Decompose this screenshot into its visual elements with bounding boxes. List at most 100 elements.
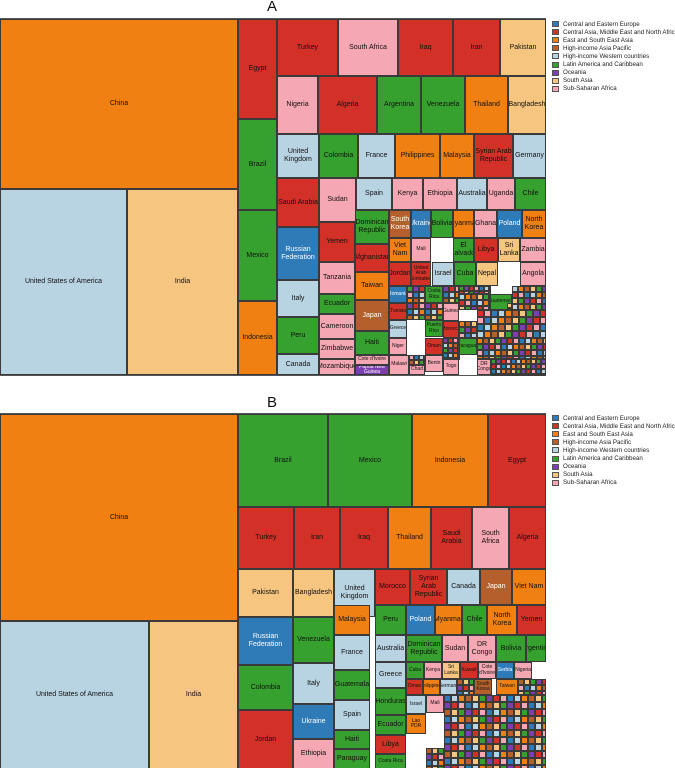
small-country-tile (531, 369, 536, 374)
small-country-tile (535, 723, 542, 730)
small-country-tile (514, 744, 521, 751)
small-country-tile (526, 317, 533, 324)
small-country-tile (524, 685, 530, 691)
small-country-tile (489, 291, 491, 294)
legend-item: East and South East Asia (552, 36, 675, 44)
tile-serbia: Serbia (496, 662, 514, 679)
tile-dominican-republic: Dominican Republic (355, 210, 389, 244)
tile-paraguay: Paraguay (459, 338, 477, 355)
tile-germany: Germany (513, 134, 546, 178)
small-country-tile (500, 695, 507, 702)
small-country-tile (451, 723, 458, 730)
small-country-tile (459, 327, 465, 333)
small-country-tile (540, 324, 546, 331)
tile-france: France (334, 635, 370, 670)
small-country-tile (521, 730, 528, 737)
tile-bolivia: Bolivia (431, 210, 453, 238)
small-country-tile (528, 716, 535, 723)
tile-algeria: Algeria (509, 507, 546, 569)
legend-item: Latin America and Caribbean (552, 60, 675, 68)
tile-china: China (0, 19, 238, 189)
small-country-tile (536, 369, 541, 374)
small-country-tile (471, 321, 477, 327)
small-country-tile (458, 358, 460, 360)
small-country-tile (530, 286, 536, 292)
small-country-tile (465, 294, 471, 300)
tile-ecuador: Ecuador (319, 294, 355, 314)
small-country-tile (493, 716, 500, 723)
small-country-tile (542, 292, 546, 298)
small-country-tile (477, 294, 483, 300)
tile-spain: Spain (334, 700, 370, 730)
small-country-tile (498, 331, 505, 338)
small-country-tile (465, 695, 472, 702)
small-country-tile (448, 353, 453, 358)
small-country-tile (413, 309, 419, 315)
small-country-tile (477, 300, 483, 306)
small-country-tile (472, 716, 479, 723)
small-country-tile (521, 709, 528, 716)
tile-costa-rica: Costa Rica (425, 286, 443, 303)
small-country-tile (413, 315, 419, 320)
small-country-tile (457, 679, 463, 685)
small-country-tile (444, 758, 451, 765)
small-country-tile (444, 723, 451, 730)
small-country-tile (521, 765, 528, 768)
small-country-tile (518, 679, 524, 685)
small-country-tile (507, 737, 514, 744)
tile-costa-rica: Costa Rica (375, 754, 406, 768)
small-country-tile (458, 758, 465, 765)
small-country-tile (493, 730, 500, 737)
small-country-tile (413, 298, 419, 303)
small-country-tile (459, 300, 465, 306)
small-country-tile (507, 751, 514, 758)
small-country-tile (469, 286, 474, 291)
small-country-tile (458, 744, 465, 751)
tile-thailand: Thailand (465, 76, 508, 134)
small-country-tile (528, 737, 535, 744)
small-country-tile (531, 338, 537, 344)
small-country-tile (425, 309, 431, 315)
small-country-tile (479, 716, 486, 723)
small-country-tile (458, 695, 465, 702)
small-country-tile (431, 303, 437, 309)
small-country-tile (458, 751, 465, 758)
small-country-tile (451, 744, 458, 751)
tile-malaysia: Malaysia (440, 134, 474, 178)
small-country-tile (477, 356, 483, 359)
small-country-tile (459, 294, 465, 300)
tile-venezuela: Venezuela (293, 617, 334, 663)
small-country-tile (535, 751, 542, 758)
small-country-tile (528, 702, 535, 709)
small-country-tile (437, 315, 443, 320)
tile-taiwan: Taiwan (496, 679, 518, 695)
small-country-tile (407, 292, 413, 298)
small-country-tile (458, 723, 465, 730)
small-country-tile (451, 695, 458, 702)
small-country-tile (426, 748, 432, 754)
small-country-tile (531, 344, 537, 350)
tile-spain: Spain (356, 178, 392, 210)
small-country-tile (524, 292, 530, 298)
small-country-tile (493, 744, 500, 751)
tile-venezuela: Venezuela (421, 76, 465, 134)
tile-oman: Oman (406, 679, 423, 695)
small-country-tile (464, 286, 469, 291)
legend-swatch (552, 85, 559, 92)
tile-myanmar: Myanmar (435, 605, 462, 635)
tile-israel: Israel (432, 262, 454, 286)
small-country-tile (479, 702, 486, 709)
small-country-tile (432, 766, 438, 768)
small-country-tile (407, 315, 413, 320)
small-country-tile (507, 716, 514, 723)
tile-honduras: Honduras (375, 688, 406, 715)
tile-australia: Australia (457, 178, 487, 210)
small-country-tile (524, 679, 530, 685)
small-country-tile (474, 286, 479, 291)
small-country-tile (514, 758, 521, 765)
small-country-tile (465, 306, 471, 310)
small-country-tile (493, 709, 500, 716)
small-country-tile (498, 310, 505, 317)
tile-china: China (0, 414, 238, 621)
tile-libya: Libya (474, 238, 498, 262)
